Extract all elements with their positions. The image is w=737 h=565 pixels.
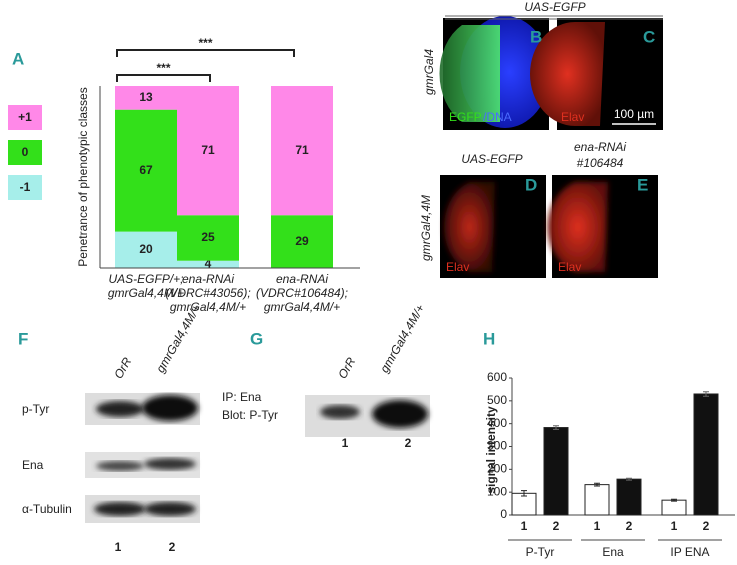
significance-bracket [116,49,295,57]
x-tick-label: gmrGal4,4M/+ [170,300,246,314]
y-tick-label: 600 [487,370,507,384]
y-tick-label: 400 [487,416,507,430]
image-header: ena-RNAi [574,140,626,154]
lane-label: OrR [111,355,134,381]
bar-segment [177,86,239,216]
x-tick-label: 1 [521,519,528,533]
significance-bracket [116,74,211,82]
row-label: gmrGal4 [422,49,436,95]
image-header: UAS-EGFP [524,0,585,14]
bar-value-label: 20 [139,242,153,256]
error-bar [521,490,527,497]
lane-label: OrR [335,355,358,381]
x-tick-label: gmrGal4,4M/+ [264,300,340,314]
blot-row-label: Ena [22,458,44,472]
lane-number: 1 [115,540,122,554]
stain-label: /DNA [483,110,512,124]
x-tick-label: 2 [703,519,710,533]
y-tick-label: 200 [487,462,507,476]
panel-label: G [250,329,263,348]
bar-segment [115,109,177,232]
group-label: IP ENA [670,545,709,559]
scale-label: 100 µm [614,107,654,121]
micrographs [439,15,663,278]
stain-label: Elav [446,260,469,274]
y-tick-label: 300 [487,439,507,453]
bar-value-label: 71 [201,143,215,157]
x-tick-label: gmrGal4,4M/+ [108,286,184,300]
y-tick-label: 100 [487,484,507,498]
lane-number: 2 [405,436,412,450]
bar-segment [177,215,239,261]
y-axis-label: signal intensity [484,406,498,494]
bar-value-label: 4 [205,257,212,271]
bar [584,484,610,516]
error-bar [594,482,600,487]
panel-label: A [12,49,24,68]
significance-label: *** [156,61,170,75]
bar [511,492,537,516]
bar-value-label: 71 [295,143,309,157]
x-tick-label: 2 [553,519,560,533]
blot-label: Blot: P-Tyr [222,408,278,422]
panel-label: E [637,175,648,194]
bar [693,393,719,516]
bar [543,427,569,516]
stain-label: EGFP [449,110,482,124]
group-label: Ena [602,545,624,559]
bar [616,478,642,516]
error-bar [626,477,632,481]
x-tick-label: (VDRC#43056); [165,286,250,300]
legend-swatch [8,105,42,130]
lane-number: 1 [342,436,349,450]
x-tick-label: ena-RNAi [182,272,234,286]
x-tick-label: 1 [671,519,678,533]
panel-label: B [530,27,542,46]
error-bar [553,425,559,430]
lane-label: gmrGal4,4M/+ [377,302,427,375]
panel-label: F [18,329,28,348]
bar-value-label: 13 [139,90,153,104]
significance-label: *** [198,36,212,50]
panel-label: C [643,27,655,46]
x-tick-label: ena-RNAi [276,272,328,286]
legend-swatch [8,140,42,165]
stain-label: Elav [558,260,581,274]
bar-value-label: 29 [295,234,309,248]
legend-label: -1 [20,180,31,194]
error-bar [671,498,677,502]
blot-row-label: p-Tyr [22,402,49,416]
x-tick-label: (VDRC#106484); [256,286,348,300]
lane-number: 2 [169,540,176,554]
image-header: UAS-EGFP [461,152,522,166]
bar-segment [271,86,333,216]
group-label: P-Tyr [526,545,555,559]
bar-segment [177,260,239,268]
bar-segment [271,215,333,268]
x-tick-label: UAS-EGFP/+; [108,272,183,286]
bar [661,499,687,516]
y-axis-label: Penetrance of phenotypic classes [76,87,90,266]
legend-label: +1 [18,110,32,124]
bar-value-label: 67 [139,163,153,177]
panel-label: H [483,329,495,348]
image-header: #106484 [577,156,624,170]
error-bar [703,391,709,397]
y-tick-label: 500 [487,393,507,407]
bar-segment [115,86,177,110]
blot-label: IP: Ena [222,390,262,404]
bar-segment [115,231,177,268]
bar-value-label: 25 [201,230,215,244]
legend-swatch [8,175,42,200]
blots [85,393,430,523]
stain-label: Elav [561,110,584,124]
x-tick-label: 2 [626,519,633,533]
panel-label: D [525,175,537,194]
blot-row-label: α-Tubulin [22,502,72,516]
x-tick-label: 1 [594,519,601,533]
y-tick-label: 0 [500,507,507,521]
legend-label: 0 [22,145,29,159]
row-label: gmrGal4,4M [419,195,433,261]
